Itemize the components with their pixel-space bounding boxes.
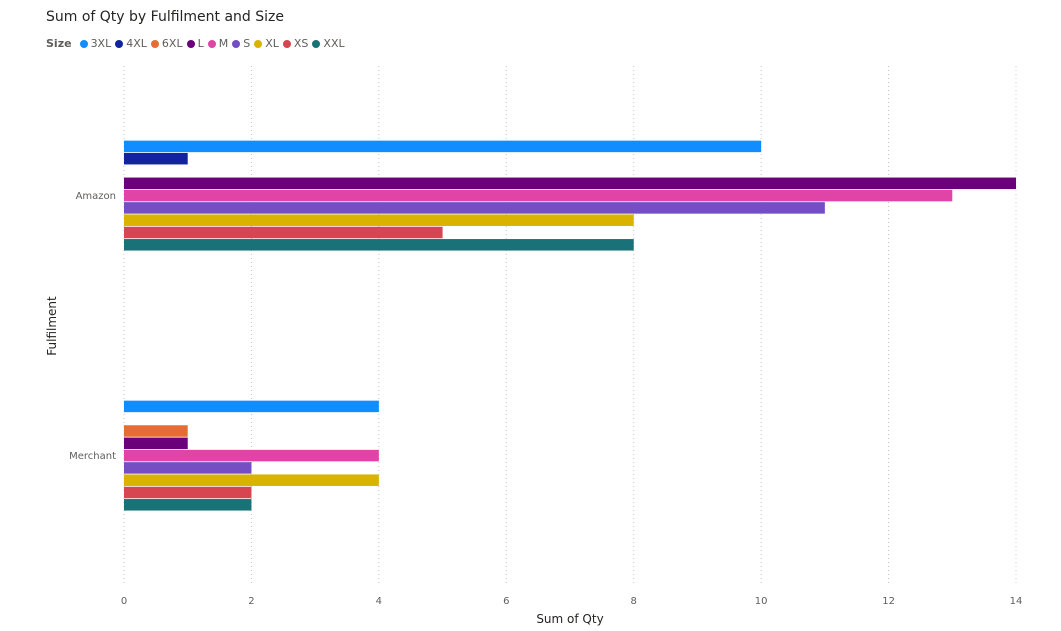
x-tick-label: 14 (1010, 596, 1023, 607)
legend-items: 3XL 4XL 6XL L M S XL XS XXL (79, 37, 349, 50)
bar-amazon-xxl[interactable] (124, 239, 634, 251)
legend-label: 6XL (161, 37, 183, 50)
bar-amazon-xl[interactable] (124, 214, 634, 226)
legend-marker (115, 39, 124, 48)
legend-item[interactable]: XL (254, 37, 279, 50)
legend-label: XXL (323, 37, 345, 50)
legend-label: XL (265, 37, 279, 50)
legend-title: Size (46, 37, 72, 50)
bar-amazon-s[interactable] (124, 202, 825, 214)
legend-marker (232, 39, 241, 48)
x-tick-label: 4 (376, 596, 382, 607)
legend-marker (150, 39, 159, 48)
bar-merchant-xxl[interactable] (124, 499, 252, 511)
legend-item[interactable]: 4XL (115, 37, 147, 50)
x-tick-label: 12 (882, 596, 895, 607)
bar-merchant-6xl[interactable] (124, 425, 188, 437)
category-label: Merchant (69, 451, 116, 462)
bar-amazon-l[interactable] (124, 177, 1016, 190)
legend-label: 4XL (126, 37, 147, 50)
bar-merchant-xl[interactable] (124, 474, 379, 486)
legend-item[interactable]: XS (282, 37, 309, 50)
x-tick-label: 10 (755, 596, 768, 607)
x-tick-label: 0 (121, 596, 127, 607)
legend-marker (254, 39, 263, 48)
bar-amazon-m[interactable] (124, 189, 953, 202)
x-axis-title: Sum of Qty (536, 612, 603, 626)
chart-title: Sum of Qty by Fulfilment and Size (46, 9, 285, 25)
legend-marker (207, 39, 216, 48)
x-tick-label: 6 (503, 596, 509, 607)
legend-item[interactable]: M (207, 37, 229, 50)
legend-marker (282, 39, 291, 48)
x-tick-label: 8 (631, 596, 637, 607)
legend-item[interactable]: 3XL (79, 37, 112, 50)
legend-marker (312, 39, 321, 48)
legend: Size 3XL 4XL 6XL L M S XL XS XXL (46, 37, 349, 50)
bar-merchant-l[interactable] (124, 437, 188, 450)
bar-merchant-s[interactable] (124, 462, 252, 474)
legend-item[interactable]: L (186, 37, 204, 50)
bar-amazon-4xl[interactable] (124, 152, 188, 165)
bar-merchant-3xl[interactable] (124, 400, 379, 413)
bar-amazon-xs[interactable] (124, 226, 443, 239)
legend-item[interactable]: 6XL (150, 37, 183, 50)
legend-label: L (197, 37, 204, 50)
legend-label: M (218, 37, 229, 50)
bar-merchant-xs[interactable] (124, 486, 252, 499)
legend-label: XS (293, 37, 309, 50)
gridlines (123, 66, 1017, 586)
bar-amazon-3xl[interactable] (124, 140, 762, 153)
legend-label: S (243, 37, 251, 50)
legend-marker (186, 39, 195, 48)
bars (124, 140, 1016, 511)
x-tick-label: 2 (248, 596, 254, 607)
category-labels: Amazon Merchant (69, 191, 116, 462)
y-axis-title: Fulfilment (45, 296, 59, 356)
bar-merchant-m[interactable] (124, 449, 379, 462)
legend-label: 3XL (90, 37, 112, 50)
legend-marker (79, 39, 88, 48)
legend-item[interactable]: XXL (312, 37, 345, 50)
legend-item[interactable]: S (232, 37, 250, 50)
category-label: Amazon (76, 191, 116, 202)
x-axis-ticks: 0 2 4 6 8 10 12 14 (121, 596, 1023, 607)
